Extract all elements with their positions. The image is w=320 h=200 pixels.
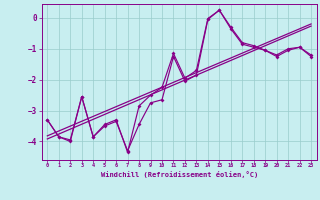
X-axis label: Windchill (Refroidissement éolien,°C): Windchill (Refroidissement éolien,°C) xyxy=(100,171,258,178)
